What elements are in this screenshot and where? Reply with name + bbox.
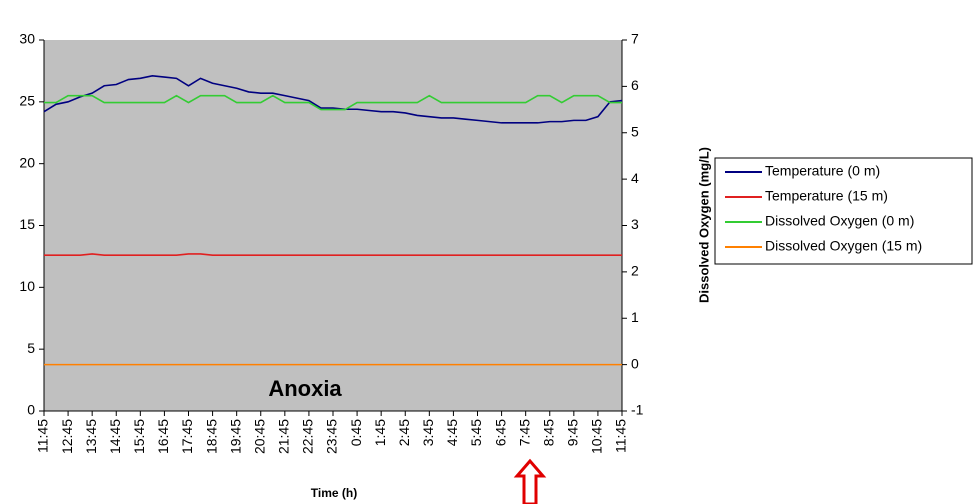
series-line xyxy=(43,75,623,124)
x-tick-label: 0:45 xyxy=(348,419,364,446)
y-tick-label: 5 xyxy=(27,340,35,356)
series-line xyxy=(44,94,622,111)
x-tick-label: 22:45 xyxy=(300,419,316,454)
x-tick-label: 3:45 xyxy=(420,419,436,446)
x-tick-label: 9:45 xyxy=(565,419,581,446)
x-tick-label: 21:45 xyxy=(276,419,292,454)
x-tick-label: 2:45 xyxy=(396,419,412,446)
y2-tick-label: 4 xyxy=(631,170,639,186)
legend-label: Temperature (15 m) xyxy=(765,188,888,204)
legend-label: Dissolved Oxygen (15 m) xyxy=(765,238,922,254)
x-tick-label: 14:45 xyxy=(107,419,123,454)
y2-tick-label: 7 xyxy=(631,31,639,47)
x-tick-label: 5:45 xyxy=(468,419,484,446)
x-tick-label: 8:45 xyxy=(540,419,556,446)
series-line xyxy=(44,253,622,256)
y-tick-label: 20 xyxy=(19,154,35,170)
y-tick-label: 0 xyxy=(27,402,35,418)
y2-tick-label: 1 xyxy=(631,309,639,325)
legend-label: Dissolved Oxygen (0 m) xyxy=(765,213,914,229)
x-tick-label: 12:45 xyxy=(59,419,75,454)
y2-tick-label: -1 xyxy=(631,402,644,418)
y2-tick-label: 2 xyxy=(631,263,639,279)
x-tick-label: 16:45 xyxy=(155,419,171,454)
y2-axis-title: Dissolved Oxygen (mg/L) xyxy=(696,147,711,303)
y2-tick-label: 5 xyxy=(631,123,639,139)
x-tick-label: 13:45 xyxy=(83,419,99,454)
x-tick-label: 7:45 xyxy=(516,419,532,446)
y-tick-label: 30 xyxy=(19,31,35,47)
y2-tick-label: 6 xyxy=(631,77,639,93)
plot-area xyxy=(44,40,622,411)
x-tick-label: 15:45 xyxy=(131,419,147,454)
x-tick-label: 17:45 xyxy=(179,419,195,454)
annotation: Anoxia xyxy=(268,376,342,401)
x-tick-label: 6:45 xyxy=(492,419,508,446)
x-tick-label: 19:45 xyxy=(227,419,243,454)
y-tick-label: 10 xyxy=(19,278,35,294)
y-tick-label: 25 xyxy=(19,93,35,109)
x-tick-label: 23:45 xyxy=(324,419,340,454)
arrow xyxy=(513,458,547,504)
x-tick-label: 1:45 xyxy=(372,419,388,446)
x-tick-label: 20:45 xyxy=(251,419,267,454)
legend-label: Temperature (0 m) xyxy=(765,163,880,179)
x-tick-label: 10:45 xyxy=(589,419,605,454)
x-tick-label: 4:45 xyxy=(444,419,460,446)
x-tick-label: 11:45 xyxy=(35,419,51,453)
y-tick-label: 15 xyxy=(19,216,35,232)
x-tick-label: 11:45 xyxy=(613,419,629,453)
y2-tick-label: 3 xyxy=(631,216,639,232)
x-tick-label: 18:45 xyxy=(203,419,219,454)
x-axis-title: Time (h) xyxy=(311,486,357,500)
y2-tick-label: 0 xyxy=(631,355,639,371)
